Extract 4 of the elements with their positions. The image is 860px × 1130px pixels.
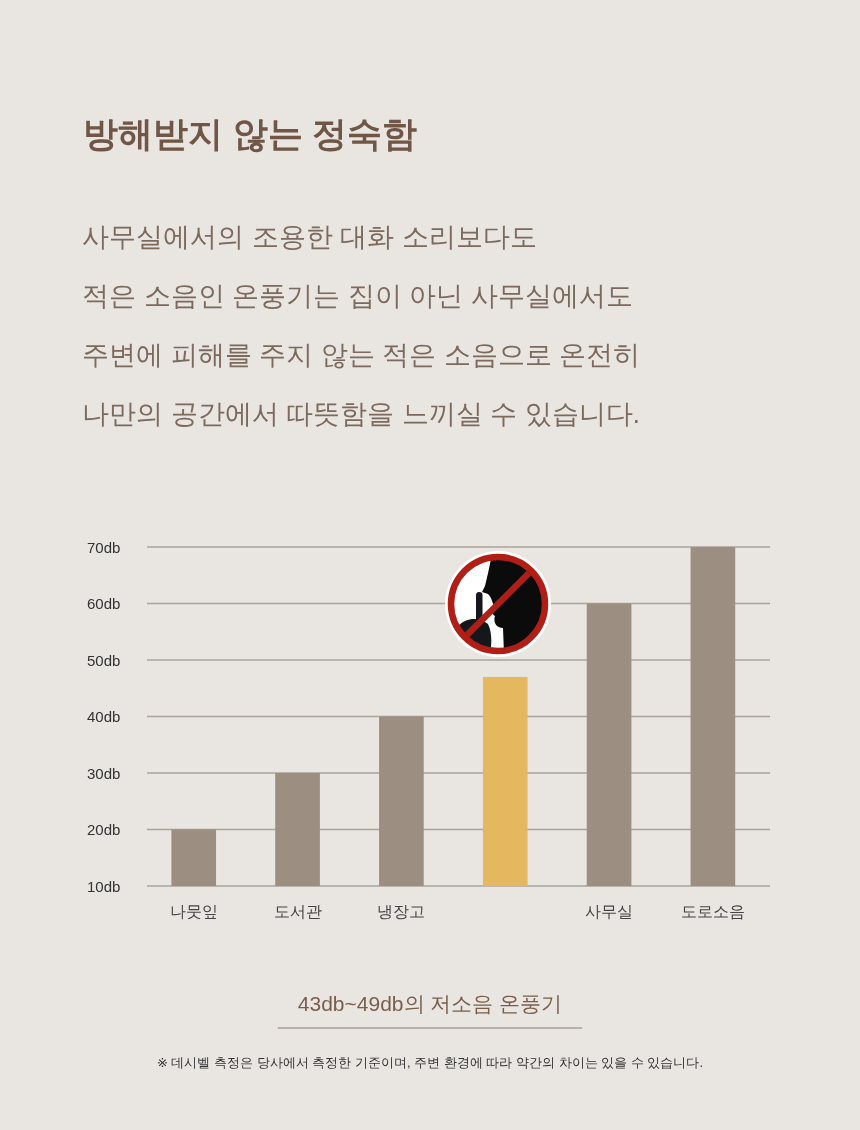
subtitle: 사무실에서의 조용한 대화 소리보다도 적은 소음인 온풍기는 집이 아닌 사무실에서도 주변에 피해를 주지 않는 적은 소음으로 온전히 나만의 공간에서 따뜻함을 느끼실 수 있습니다.: [82, 222, 640, 429]
title: 방해받지 않는 정숙함: [83, 114, 418, 153]
annotation: ※ 데시벨 측정은 당사에서 측정한 기준이며, 주변 환경에 따라 약간의 차이는 있을 수 있습니다.: [156, 1054, 704, 1070]
annotation: 43db~49db의 저소음 온풍기: [277, 991, 583, 1029]
